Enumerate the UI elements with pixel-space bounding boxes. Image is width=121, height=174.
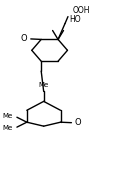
Text: HO: HO [69, 15, 81, 23]
Text: Me: Me [39, 82, 49, 89]
Text: O: O [21, 34, 28, 44]
Text: O: O [75, 118, 81, 127]
Text: Me: Me [2, 113, 12, 119]
Text: OOH: OOH [73, 6, 90, 15]
Text: Me: Me [2, 125, 12, 131]
